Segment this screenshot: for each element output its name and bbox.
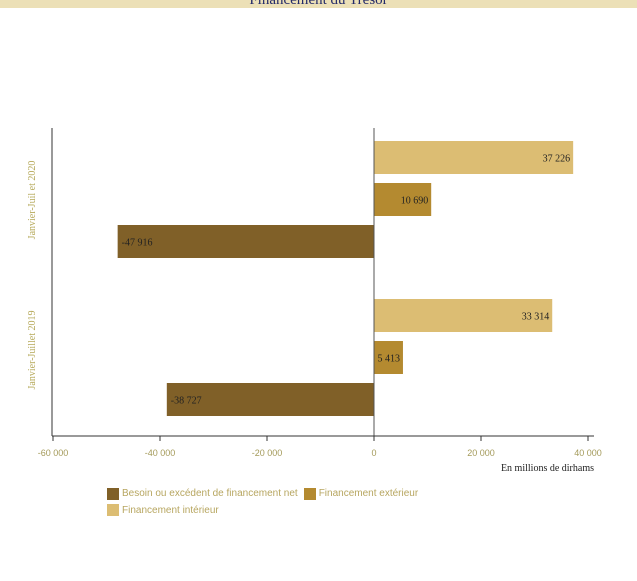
- title-bar: Financement du Trésor: [0, 0, 637, 8]
- bar-exterieur-1: [374, 341, 403, 374]
- x-tick-label-4: 20 000: [467, 448, 495, 458]
- x-tick-label-0: -60 000: [38, 448, 69, 458]
- category-label-1: Janvier-Juillet 2019: [27, 311, 38, 390]
- bar-besoin-0: [117, 225, 374, 258]
- x-axis-label: En millions de dirhams: [501, 463, 594, 474]
- x-tick-label-1: -40 000: [145, 448, 176, 458]
- data-label-interieur-0: 37 226: [543, 154, 571, 165]
- legend-label-besoin: Besoin ou excédent de financement net: [122, 488, 298, 499]
- category-labels-layer: Janvier-Juil et 2020 Janvier-Juillet 2019: [27, 161, 38, 390]
- category-label-0: Janvier-Juil et 2020: [27, 161, 38, 240]
- bar-exterieur-0: [374, 183, 432, 216]
- legend: Besoin ou excédent de financement net Fi…: [107, 487, 467, 520]
- bar-interieur-1: [374, 299, 553, 332]
- data-label-exterieur-1: 5 413: [377, 354, 400, 365]
- data-label-exterieur-0: 10 690: [401, 196, 429, 207]
- bar-besoin-1: [166, 383, 374, 416]
- legend-label-interieur: Financement intérieur: [122, 504, 219, 516]
- legend-item-interieur: Financement intérieur: [107, 504, 219, 517]
- data-labels-layer: 37 226 10 690 -47 916 33 314 5 413 -38 727: [122, 154, 571, 407]
- chart-title: Financement du Trésor: [249, 0, 388, 8]
- data-label-besoin-1: -38 727: [171, 396, 202, 407]
- legend-swatch-exterieur: [303, 487, 316, 500]
- x-tick-label-3: 0: [371, 448, 376, 458]
- legend-item-besoin: Besoin ou excédent de financement net: [107, 487, 298, 500]
- x-ticks-layer: -60 000 -40 000 -20 000 0 20 000 40 000: [38, 436, 602, 458]
- legend-item-exterieur: Financement extérieur: [303, 487, 419, 500]
- x-tick-label-2: -20 000: [252, 448, 283, 458]
- legend-swatch-interieur: [107, 504, 119, 516]
- chart: 37 226 10 690 -47 916 33 314 5 413 -38 727 -6…: [27, 128, 602, 474]
- bar-interieur-0: [374, 141, 574, 174]
- bars-layer: [117, 141, 574, 416]
- legend-swatch-besoin: [107, 487, 119, 500]
- legend-label-exterieur: Financement extérieur: [318, 488, 419, 499]
- data-label-interieur-1: 33 314: [522, 312, 550, 323]
- x-tick-label-5: 40 000: [574, 448, 602, 458]
- data-label-besoin-0: -47 916: [122, 238, 153, 249]
